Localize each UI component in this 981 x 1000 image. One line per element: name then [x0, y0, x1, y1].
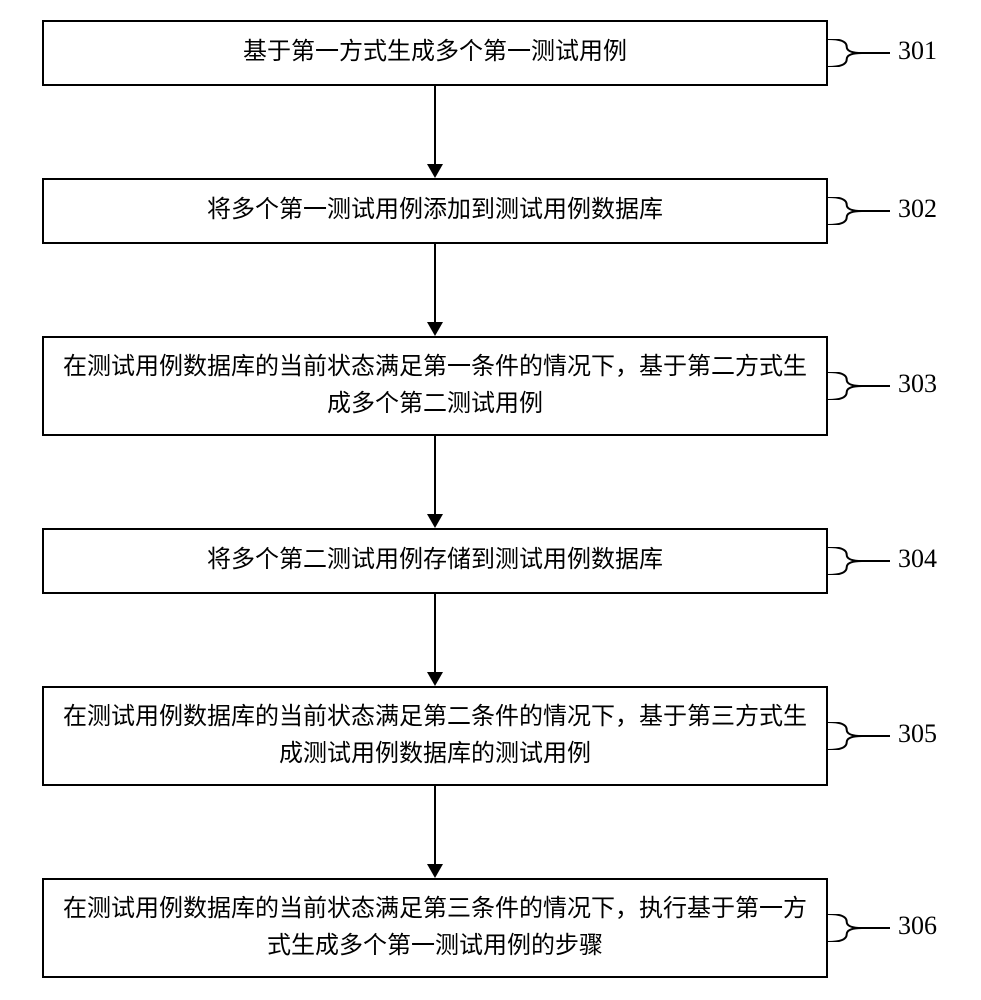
flow-step-301: 基于第一方式生成多个第一测试用例 301: [0, 20, 981, 86]
flow-arrow: [427, 594, 443, 686]
brace-icon: [828, 197, 890, 225]
brace-icon: [828, 722, 890, 750]
step-connector: [828, 39, 890, 67]
flow-arrow: [427, 786, 443, 878]
step-number: 302: [898, 194, 937, 224]
step-number: 301: [898, 36, 937, 66]
step-box: 在测试用例数据库的当前状态满足第一条件的情况下，基于第二方式生成多个第二测试用例: [42, 336, 828, 436]
brace-icon: [828, 372, 890, 400]
step-number: 305: [898, 719, 937, 749]
brace-icon: [828, 914, 890, 942]
step-number: 306: [898, 911, 937, 941]
step-box: 在测试用例数据库的当前状态满足第三条件的情况下，执行基于第一方式生成多个第一测试…: [42, 878, 828, 978]
arrow-line: [434, 594, 436, 672]
flow-step-305: 在测试用例数据库的当前状态满足第二条件的情况下，基于第三方式生成测试用例数据库的…: [0, 686, 981, 786]
flow-step-306: 在测试用例数据库的当前状态满足第三条件的情况下，执行基于第一方式生成多个第一测试…: [0, 878, 981, 978]
flow-arrow: [427, 244, 443, 336]
step-box: 在测试用例数据库的当前状态满足第二条件的情况下，基于第三方式生成测试用例数据库的…: [42, 686, 828, 786]
step-number: 303: [898, 369, 937, 399]
step-number: 304: [898, 544, 937, 574]
step-connector: [828, 372, 890, 400]
brace-icon: [828, 39, 890, 67]
arrow-line: [434, 786, 436, 864]
step-box: 将多个第一测试用例添加到测试用例数据库: [42, 178, 828, 244]
arrow-head-icon: [427, 514, 443, 528]
arrow-line: [434, 244, 436, 322]
flow-step-302: 将多个第一测试用例添加到测试用例数据库 302: [0, 178, 981, 244]
flow-arrow: [427, 436, 443, 528]
arrow-head-icon: [427, 322, 443, 336]
arrow-line: [434, 86, 436, 164]
step-connector: [828, 197, 890, 225]
flow-arrow: [427, 86, 443, 178]
brace-icon: [828, 547, 890, 575]
step-box: 将多个第二测试用例存储到测试用例数据库: [42, 528, 828, 594]
step-connector: [828, 914, 890, 942]
step-box: 基于第一方式生成多个第一测试用例: [42, 20, 828, 86]
arrow-head-icon: [427, 164, 443, 178]
arrow-head-icon: [427, 864, 443, 878]
flow-step-304: 将多个第二测试用例存储到测试用例数据库 304: [0, 528, 981, 594]
arrow-line: [434, 436, 436, 514]
flow-step-303: 在测试用例数据库的当前状态满足第一条件的情况下，基于第二方式生成多个第二测试用例…: [0, 336, 981, 436]
arrow-head-icon: [427, 672, 443, 686]
step-connector: [828, 722, 890, 750]
step-connector: [828, 547, 890, 575]
